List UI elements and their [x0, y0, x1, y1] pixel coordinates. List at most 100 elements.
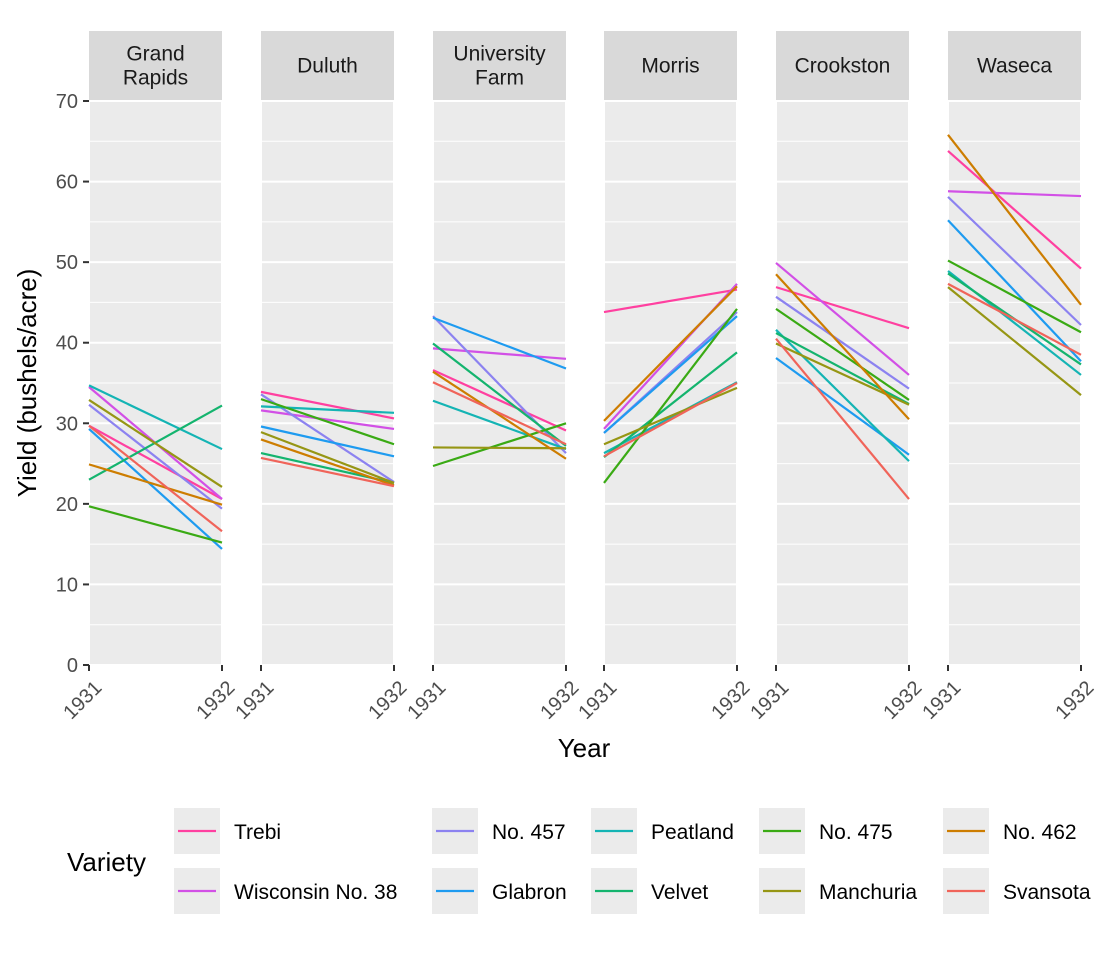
- series-line-trebi: [947, 150, 1082, 270]
- legend-item-svansota: Svansota: [943, 868, 1091, 914]
- facet-strip-label: Waseca: [977, 55, 1052, 78]
- y-tick-label: 20: [56, 494, 78, 516]
- y-tick-label: 60: [56, 172, 78, 194]
- legend-item-wisconsin-no-38: Wisconsin No. 38: [174, 868, 397, 914]
- series-line-svansota: [603, 382, 738, 458]
- series-line-wisconsin-no-38: [432, 347, 567, 360]
- legend-item-no-475: No. 475: [759, 808, 893, 854]
- series-line-glabron: [88, 428, 223, 550]
- series-line-no-457: [260, 393, 395, 484]
- series-line-no-475: [432, 422, 567, 468]
- legend-label: Svansota: [1003, 881, 1091, 904]
- series-line-svansota: [260, 456, 395, 488]
- facet-strip-label: Morris: [641, 55, 699, 78]
- facet-panel-duluth: Duluth 1931 1932: [231, 31, 411, 724]
- series-line-glabron: [947, 219, 1082, 363]
- series-line-manchuria: [260, 431, 395, 484]
- facet-strip-label: Grand: [126, 43, 184, 66]
- legend-label: Trebi: [234, 821, 281, 844]
- series-line-trebi: [775, 286, 910, 330]
- facet-panel-morris: Morris 1931 1932: [574, 31, 754, 724]
- series-line-glabron: [432, 316, 567, 370]
- y-tick-label: 70: [56, 91, 78, 113]
- y-axis: 0 10 20 30 40 50 60 70: [56, 91, 89, 677]
- series-line-no-475: [603, 308, 738, 484]
- legend-item-no-462: No. 462: [943, 808, 1077, 854]
- x-tick-label: 1931: [59, 677, 106, 724]
- facet-strip-label: Rapids: [123, 67, 188, 90]
- facet-panel-waseca: Waseca 1931 1932: [918, 31, 1096, 724]
- series-line-svansota: [947, 282, 1082, 356]
- legend-label: No. 475: [819, 821, 893, 844]
- series-line-svansota: [88, 424, 223, 533]
- series-line-trebi: [260, 390, 395, 420]
- series-line-wisconsin-no-38: [775, 262, 910, 376]
- series-line-wisconsin-no-38: [947, 190, 1082, 198]
- y-axis-title: Yield (bushels/acre): [12, 269, 42, 498]
- series-line-no-475: [88, 505, 223, 544]
- series-line-trebi: [432, 369, 567, 432]
- series-line-no-457: [88, 403, 223, 510]
- series-line-manchuria: [947, 286, 1082, 396]
- x-tick-label: 1932: [364, 677, 411, 724]
- facet-panel-crookston: Crookston 1931 1932: [746, 31, 926, 724]
- legend-item-glabron: Glabron: [432, 868, 567, 914]
- y-tick-label: 0: [67, 655, 78, 677]
- legend-title: Variety: [67, 847, 146, 877]
- series-line-no-475: [260, 398, 395, 446]
- facet-strip-label: University: [453, 43, 546, 66]
- legend-item-trebi: Trebi: [174, 808, 281, 854]
- facet-strip: [89, 31, 222, 100]
- series-line-peatland: [432, 399, 567, 451]
- series-line-velvet: [775, 332, 910, 405]
- y-tick-label: 40: [56, 333, 78, 355]
- facet-strip: [261, 31, 394, 100]
- legend-label: Manchuria: [819, 881, 917, 904]
- legend-label: No. 462: [1003, 821, 1077, 844]
- series-line-no-475: [947, 259, 1082, 334]
- series-line-no-462: [260, 438, 395, 487]
- x-tick-label: 1931: [574, 677, 621, 724]
- x-tick-label: 1932: [707, 677, 754, 724]
- facet-strip-label: Duluth: [297, 55, 358, 78]
- series-line-peatland: [88, 384, 223, 451]
- series-line-manchuria: [432, 446, 567, 450]
- x-tick-label: 1932: [192, 677, 239, 724]
- series-line-glabron: [603, 315, 738, 434]
- series-line-velvet: [603, 351, 738, 458]
- y-tick-label: 30: [56, 413, 78, 435]
- facet-strip: [776, 31, 909, 100]
- facet-strip-label: Crookston: [795, 55, 891, 78]
- legend-label: Velvet: [651, 881, 708, 904]
- series-line-peatland: [775, 329, 910, 462]
- series-line-wisconsin-no-38: [260, 409, 395, 431]
- legend-label: Wisconsin No. 38: [234, 881, 397, 904]
- legend-item-velvet: Velvet: [591, 868, 708, 914]
- series-line-manchuria: [88, 398, 223, 488]
- legend: Variety Trebi Wisconsin No. 38 No. 457 Glab…: [67, 808, 1091, 914]
- x-tick-label: 1931: [231, 677, 278, 724]
- legend-label: Peatland: [651, 821, 734, 844]
- facet-strip: [433, 31, 566, 100]
- x-tick-label: 1931: [403, 677, 450, 724]
- legend-label: Glabron: [492, 881, 567, 904]
- series-line-velvet: [432, 342, 567, 447]
- series-line-trebi: [88, 424, 223, 500]
- x-tick-label: 1932: [536, 677, 583, 724]
- facet-strip: [604, 31, 737, 100]
- series-line-svansota: [432, 381, 567, 446]
- x-tick-label: 1932: [1051, 677, 1096, 724]
- y-tick-label: 10: [56, 574, 78, 596]
- series-line-no-462: [88, 463, 223, 506]
- y-tick-label: 50: [56, 252, 78, 274]
- series-line-no-462: [432, 370, 567, 460]
- legend-items: Trebi Wisconsin No. 38 No. 457 Glabron Peatl…: [174, 808, 1091, 914]
- series-line-trebi: [603, 288, 738, 314]
- facet-strip: [948, 31, 1081, 100]
- series-line-no-457: [947, 196, 1082, 326]
- x-tick-label: 1932: [879, 677, 926, 724]
- series-line-svansota: [775, 337, 910, 500]
